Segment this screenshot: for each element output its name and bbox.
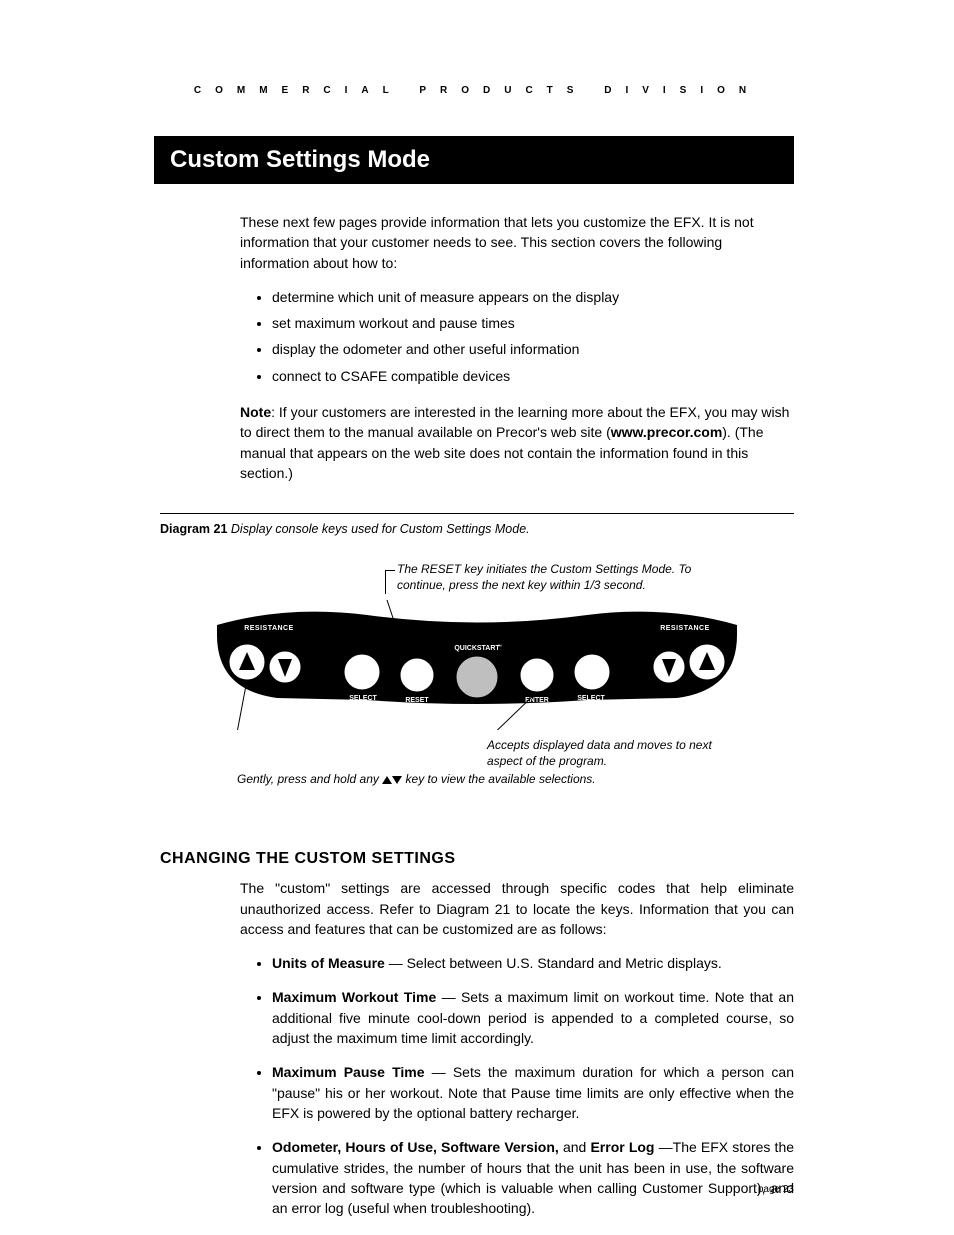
note-url: www.precor.com bbox=[611, 424, 723, 440]
resistance-down-left[interactable] bbox=[269, 651, 301, 683]
diagram-label: Diagram 21 bbox=[160, 522, 227, 536]
feature-list: Units of Measure — Select between U.S. S… bbox=[272, 953, 794, 1218]
select-button-right[interactable] bbox=[574, 654, 610, 690]
feature-item: Maximum Workout Time — Sets a maximum li… bbox=[272, 987, 794, 1048]
title-bar: Custom Settings Mode bbox=[154, 136, 794, 184]
feature-head: Units of Measure bbox=[272, 955, 385, 971]
feature-item: Maximum Pause Time — Sets the maximum du… bbox=[272, 1062, 794, 1123]
callout-reset: The RESET key initiates the Custom Setti… bbox=[397, 562, 737, 593]
svg-text:™: ™ bbox=[497, 644, 502, 650]
feature-head: Maximum Workout Time bbox=[272, 989, 436, 1005]
triangle-up-icon bbox=[382, 776, 392, 784]
callout-arrows: Gently, press and hold any key to view t… bbox=[237, 772, 597, 788]
feature-item: Units of Measure — Select between U.S. S… bbox=[272, 953, 794, 973]
reset-button[interactable] bbox=[400, 658, 434, 692]
feature-head: Odometer, Hours of Use, Software Version… bbox=[272, 1139, 559, 1155]
leader-line bbox=[385, 570, 395, 571]
section2-intro: The "custom" settings are accessed throu… bbox=[240, 878, 794, 939]
section-heading: CHANGING THE CUSTOM SETTINGS bbox=[160, 850, 794, 868]
resistance-down-right[interactable] bbox=[653, 651, 685, 683]
bullet-item: display the odometer and other useful in… bbox=[272, 339, 794, 359]
feature-item: Odometer, Hours of Use, Software Version… bbox=[272, 1137, 794, 1218]
triangle-down-icon bbox=[392, 776, 402, 784]
note-paragraph: Note: If your customers are interested i… bbox=[240, 402, 794, 483]
feature-head: Maximum Pause Time bbox=[272, 1064, 425, 1080]
intro-bullets: determine which unit of measure appears … bbox=[272, 287, 794, 386]
resistance-up-left[interactable] bbox=[229, 644, 265, 680]
feature-head2: Error Log bbox=[590, 1139, 654, 1155]
bullet-item: connect to CSAFE compatible devices bbox=[272, 366, 794, 386]
horizontal-rule bbox=[160, 513, 794, 514]
feature-body: — Select between U.S. Standard and Metri… bbox=[385, 955, 722, 971]
diagram-caption-text: Display console keys used for Custom Set… bbox=[231, 522, 530, 536]
bullet-item: determine which unit of measure appears … bbox=[272, 287, 794, 307]
quickstart-label: QUICKSTART bbox=[454, 645, 500, 652]
feature-mid: and bbox=[559, 1139, 591, 1155]
note-label: Note bbox=[240, 404, 271, 420]
resistance-up-right[interactable] bbox=[689, 644, 725, 680]
reset-label: RESET bbox=[405, 697, 429, 704]
select-label: SELECT bbox=[349, 695, 377, 702]
bullet-item: set maximum workout and pause times bbox=[272, 313, 794, 333]
callout-left-2: key to view the available selections. bbox=[402, 772, 595, 786]
console-svg: RESISTANCE RESISTANCE QUICKSTART ™ SELEC… bbox=[207, 600, 747, 730]
enter-button[interactable] bbox=[520, 658, 554, 692]
select-label-right: SELECT bbox=[577, 695, 605, 702]
resistance-label-right: RESISTANCE bbox=[660, 625, 710, 632]
callout-left-1: Gently, press and hold any bbox=[237, 772, 382, 786]
page-number: page 23 bbox=[758, 1184, 794, 1195]
leader-line bbox=[385, 570, 386, 594]
select-button-left[interactable] bbox=[344, 654, 380, 690]
diagram-caption: Diagram 21 Display console keys used for… bbox=[160, 522, 794, 536]
console-diagram: The RESET key initiates the Custom Setti… bbox=[207, 562, 747, 822]
intro-paragraph: These next few pages provide information… bbox=[240, 212, 794, 273]
quickstart-button[interactable] bbox=[455, 655, 499, 699]
resistance-label-left: RESISTANCE bbox=[244, 625, 294, 632]
callout-enter: Accepts displayed data and moves to next… bbox=[487, 738, 747, 769]
page-header-strip: COMMERCIAL PRODUCTS DIVISION bbox=[160, 85, 794, 96]
